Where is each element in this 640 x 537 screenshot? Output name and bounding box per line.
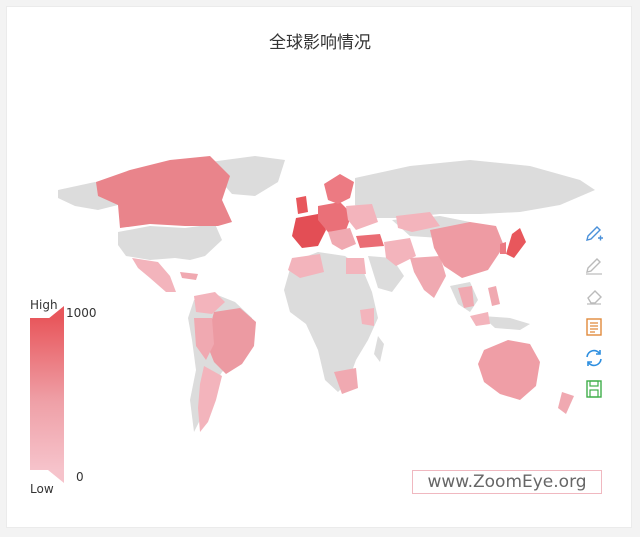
region-korea[interactable] bbox=[500, 242, 506, 254]
region-malaysia[interactable] bbox=[470, 312, 490, 326]
region-kazakhstan[interactable] bbox=[396, 212, 440, 232]
region-mexico[interactable] bbox=[132, 258, 176, 292]
legend-min-value: 0 bbox=[76, 470, 84, 484]
region-east-africa[interactable] bbox=[360, 308, 374, 326]
legend-color-bar[interactable] bbox=[30, 318, 64, 470]
region-turkey[interactable] bbox=[356, 234, 384, 248]
region-new-zealand[interactable] bbox=[558, 392, 574, 414]
save-icon[interactable] bbox=[584, 379, 604, 399]
refresh-icon[interactable] bbox=[584, 348, 604, 368]
region-north-africa[interactable] bbox=[288, 254, 324, 278]
region-uk[interactable] bbox=[296, 196, 308, 214]
region-caribbean[interactable] bbox=[180, 272, 198, 280]
region-africa[interactable] bbox=[284, 252, 378, 392]
region-russia[interactable] bbox=[355, 160, 595, 218]
region-italy-balkans[interactable] bbox=[328, 228, 356, 250]
watermark-logo: www.ZoomEye.org bbox=[412, 470, 602, 494]
data-view-icon[interactable] bbox=[584, 317, 604, 337]
region-argentina[interactable] bbox=[198, 366, 222, 432]
pencil-icon[interactable] bbox=[584, 255, 604, 275]
region-eastern-europe[interactable] bbox=[346, 204, 378, 230]
region-central-europe[interactable] bbox=[318, 202, 352, 232]
region-japan[interactable] bbox=[506, 228, 526, 258]
region-south-africa[interactable] bbox=[334, 368, 358, 394]
pencil-plus-icon[interactable] bbox=[584, 224, 604, 244]
region-peru[interactable] bbox=[194, 318, 214, 360]
region-colombia[interactable] bbox=[194, 292, 225, 314]
region-china[interactable] bbox=[430, 222, 504, 278]
region-indonesia[interactable] bbox=[482, 316, 530, 330]
legend-handle-max[interactable] bbox=[48, 306, 64, 319]
region-usa[interactable] bbox=[118, 224, 222, 260]
region-iran[interactable] bbox=[384, 238, 416, 266]
eraser-icon[interactable] bbox=[584, 286, 604, 306]
chart-title: 全球影响情况 bbox=[269, 33, 371, 53]
region-scandinavia[interactable] bbox=[324, 174, 354, 204]
toolbox bbox=[584, 224, 606, 410]
legend-handle-min[interactable] bbox=[48, 470, 64, 483]
region-greenland[interactable] bbox=[210, 156, 285, 196]
region-thailand[interactable] bbox=[458, 286, 474, 308]
region-india[interactable] bbox=[410, 256, 446, 298]
region-egypt[interactable] bbox=[346, 258, 366, 274]
region-philippines[interactable] bbox=[488, 286, 500, 306]
legend-low-label: Low bbox=[30, 482, 54, 496]
region-australia[interactable] bbox=[478, 340, 540, 400]
region-brazil[interactable] bbox=[206, 308, 256, 374]
legend-max-value: 1000 bbox=[66, 306, 97, 320]
region-france-spain[interactable] bbox=[292, 214, 326, 248]
region-canada[interactable] bbox=[96, 156, 232, 228]
region-madagascar[interactable] bbox=[374, 336, 384, 362]
data-regions bbox=[96, 156, 574, 432]
